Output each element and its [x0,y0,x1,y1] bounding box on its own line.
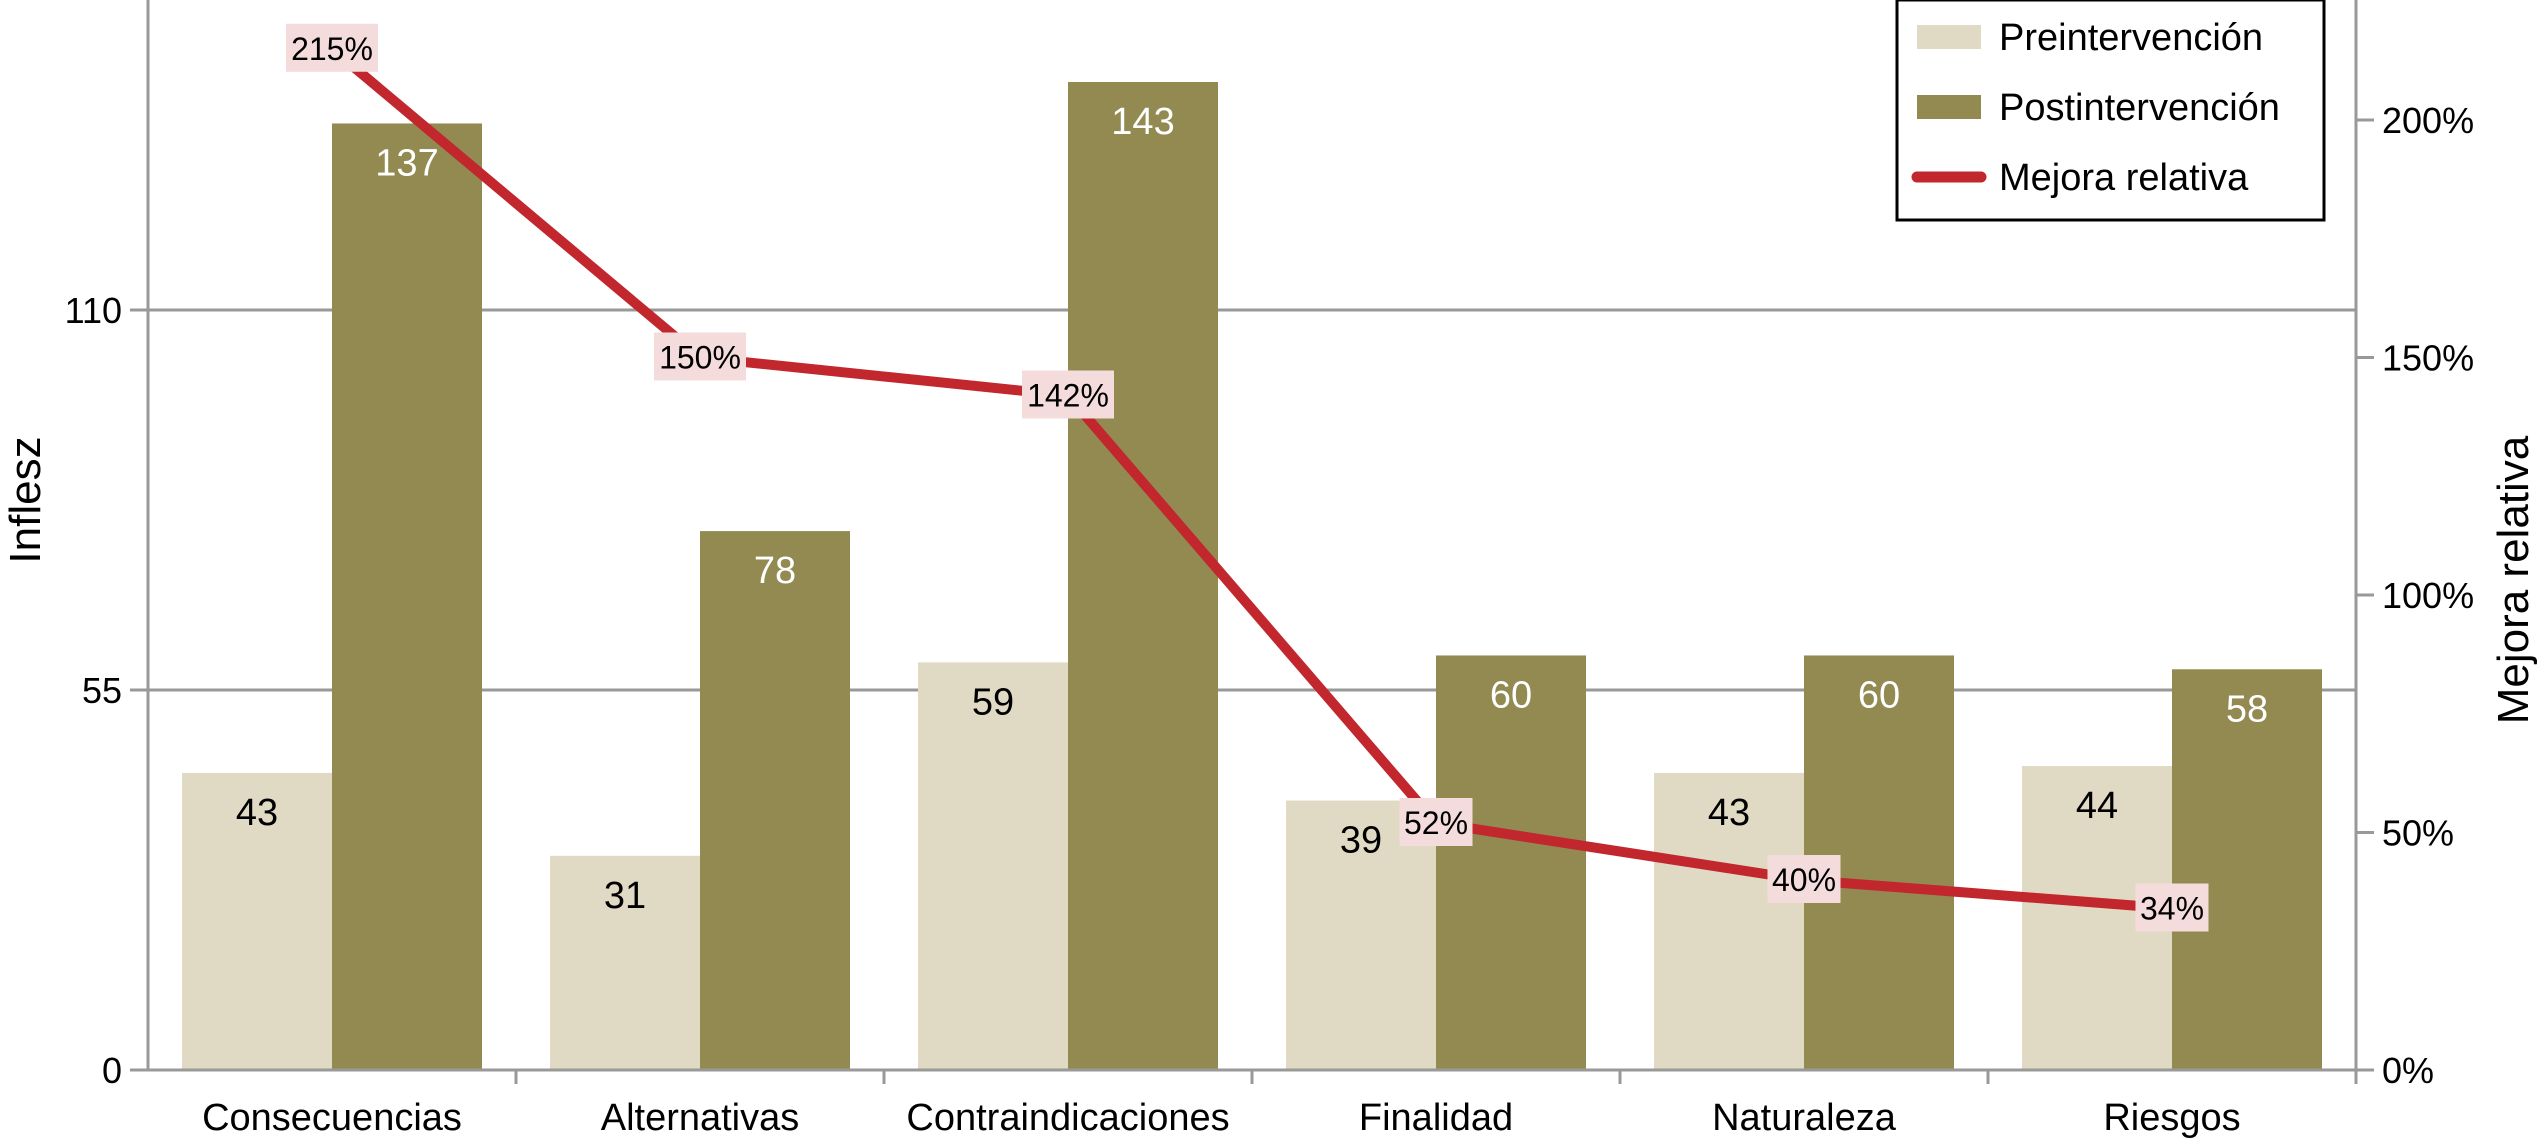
bar-pre [918,662,1068,1070]
bar-pre [1654,772,1804,1070]
category-label: Riesgos [2103,1097,2240,1139]
line-point-labels: 215% 150% 142% 52% 40% 34% [286,23,2209,932]
legend-entry: Mejora relativa [1999,157,2249,199]
bar-value-label: 60 [1858,674,1900,716]
legend: Preintervención Postintervención Mejora re… [1895,0,2326,222]
bar-value-label: 43 [236,792,278,834]
point-label: 34% [2140,891,2204,927]
category-label: Naturaleza [1712,1097,1897,1139]
legend-swatch [1917,95,1981,119]
line-series [327,43,2177,914]
bars [182,82,2322,1071]
right-tick-label: 150% [2382,338,2474,379]
y-axis-title: Inflesz [1,436,50,563]
category-label: Alternativas [601,1097,800,1139]
bar-post [1068,82,1218,1070]
bar-value-label: 58 [2226,688,2268,730]
legend-entry: Postintervención [1999,87,2280,129]
left-tick-label: 110 [65,290,122,331]
left-tick-label: 55 [82,670,122,711]
bar-value-label: 31 [604,875,646,917]
bar-pre [182,772,332,1070]
category-label: Consecuencias [202,1097,462,1139]
bar-value-label: 60 [1490,674,1532,716]
point-label: 215% [291,31,373,67]
point-label-bg [654,332,746,381]
point-label: 52% [1404,805,1468,841]
right-tick-label: 50% [2382,813,2454,854]
bar-post [1436,655,1586,1070]
grid-lines [148,308,2356,692]
bar-post [700,531,850,1070]
bar-labels: 43 31 59 39 43 44 137 78 143 60 60 58 [236,101,2268,917]
relative-improvement-line [327,43,2177,914]
legend-swatch [1917,25,1981,49]
right-tick-label: 100% [2382,575,2474,616]
legend-entry: Preintervención [1999,17,2263,59]
point-label-bg [1022,370,1114,419]
right-tick-label: 200% [2382,100,2474,141]
point-label: 40% [1772,862,1836,898]
point-label: 150% [659,340,741,376]
bar-value-label: 59 [972,681,1014,723]
category-label: Finalidad [1359,1097,1513,1139]
bar-value-label: 43 [1708,792,1750,834]
bar-value-label: 78 [754,550,796,592]
bar-pre [550,855,700,1070]
right-tick-label: 0% [2382,1050,2434,1091]
point-label-bg [1399,798,1473,846]
point-label-bg [1767,855,1841,903]
y2-axis-title: Mejora relativa [2489,435,2538,724]
bar-post [2172,669,2322,1070]
bar-value-label: 137 [375,142,438,184]
left-tick-label: 0 [102,1050,122,1091]
category-label: Contraindicaciones [906,1097,1229,1139]
bar-post [332,123,482,1071]
bar-value-label: 44 [2076,785,2118,827]
point-label: 142% [1027,378,1109,414]
bar-value-label: 39 [1340,820,1382,862]
point-label-bg [2135,883,2209,932]
point-label-bg [286,23,378,72]
bar-value-label: 143 [1111,101,1174,143]
